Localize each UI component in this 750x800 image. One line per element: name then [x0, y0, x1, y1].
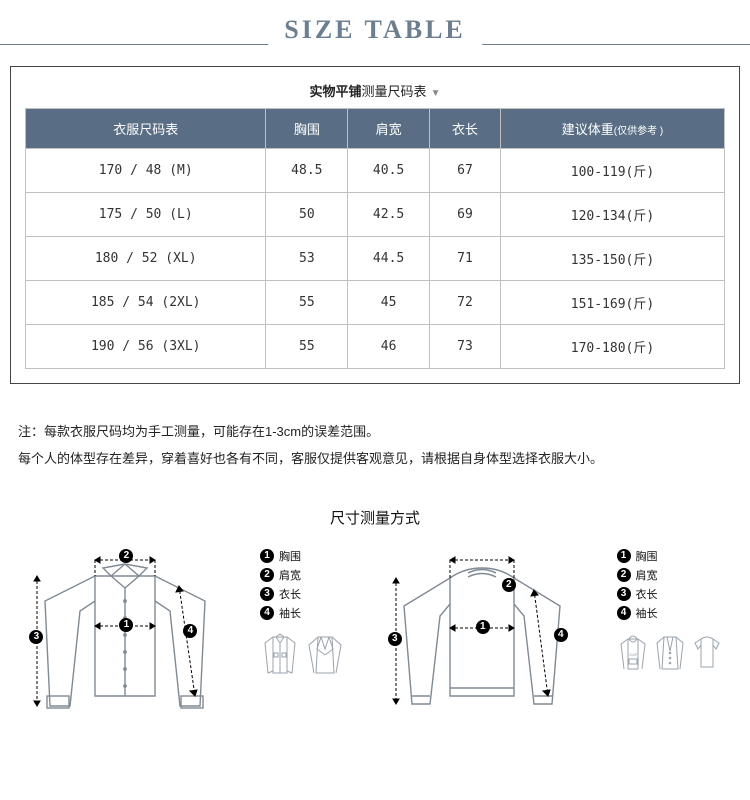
- legend-item: 1 胸围: [260, 548, 347, 564]
- page-title: SIZE TABLE: [268, 15, 482, 45]
- badge-3-icon: 3: [388, 632, 402, 646]
- legend-label: 袖长: [636, 605, 658, 621]
- table-cell: 53: [266, 237, 348, 281]
- table-cell: 42.5: [348, 193, 430, 237]
- legend-item: 4 袖长: [260, 605, 347, 621]
- table-row: 190 / 56 (3XL)554673170-180(斤): [26, 325, 725, 369]
- legend-item: 3 衣长: [617, 586, 725, 602]
- table-cell: 71: [429, 237, 500, 281]
- table-cell: 67: [429, 149, 500, 193]
- table-cell: 120-134(斤): [500, 193, 724, 237]
- subtitle-rest: 测量尺码表: [362, 84, 427, 99]
- sweatshirt-diagram: 1 2 3 4: [382, 546, 582, 716]
- col-header: 胸围: [266, 109, 348, 149]
- subtitle-bold: 实物平铺: [310, 84, 362, 99]
- legend-item: 1 胸围: [617, 548, 725, 564]
- size-table-header-row: 衣服尺码表胸围肩宽衣长建议体重(仅供参考 ): [26, 109, 725, 149]
- note-line-2: 每个人的体型存在差异，穿着喜好也各有不同，客服仅提供客观意见，请根据自身体型选择…: [18, 445, 750, 472]
- thumbs-left: [260, 631, 347, 680]
- table-cell: 45: [348, 281, 430, 325]
- legend-item: 4 袖长: [617, 605, 725, 621]
- legend-item: 3 衣长: [260, 586, 347, 602]
- table-cell: 190 / 56 (3XL): [26, 325, 266, 369]
- note-line-1: 注：每款衣服尺码均为手工测量，可能存在1-3cm的误差范围。: [18, 418, 750, 445]
- content-box: 实物平铺测量尺码表 ▼ 衣服尺码表胸围肩宽衣长建议体重(仅供参考 ) 170 / …: [10, 66, 740, 384]
- legend-label: 肩宽: [279, 567, 301, 583]
- col-header: 衣长: [429, 109, 500, 149]
- dropdown-triangle-icon: ▼: [431, 88, 441, 99]
- col-header: 肩宽: [348, 109, 430, 149]
- table-cell: 170 / 48 (M): [26, 149, 266, 193]
- legend-badge-icon: 1: [260, 549, 274, 563]
- notes: 注：每款衣服尺码均为手工测量，可能存在1-3cm的误差范围。 每个人的体型存在差…: [18, 418, 750, 473]
- badge-2-icon: 2: [119, 549, 133, 563]
- table-cell: 40.5: [348, 149, 430, 193]
- legend-label: 肩宽: [636, 567, 658, 583]
- table-cell: 72: [429, 281, 500, 325]
- table-row: 180 / 52 (XL)5344.571135-150(斤): [26, 237, 725, 281]
- table-row: 185 / 54 (2XL)554572151-169(斤): [26, 281, 725, 325]
- table-row: 175 / 50 (L)5042.569120-134(斤): [26, 193, 725, 237]
- legend-badge-icon: 3: [260, 587, 274, 601]
- title-bar: SIZE TABLE: [0, 0, 750, 48]
- legend-badge-icon: 2: [260, 568, 274, 582]
- legend-item: 2 肩宽: [260, 567, 347, 583]
- svg-text:GAP: GAP: [629, 652, 638, 657]
- legend-badge-icon: 1: [617, 549, 631, 563]
- hoodie-thumb-icon: GAP: [617, 631, 649, 673]
- table-cell: 50: [266, 193, 348, 237]
- jacket-thumb-icon: [260, 631, 300, 677]
- legend-badge-icon: 4: [260, 606, 274, 620]
- table-cell: 175 / 50 (L): [26, 193, 266, 237]
- subtitle: 实物平铺测量尺码表 ▼: [25, 81, 725, 100]
- thumbs-right: GAP: [617, 631, 725, 676]
- legend-left: 1 胸围 2 肩宽 3 衣长 4 袖长: [260, 548, 347, 680]
- legend-label: 胸围: [636, 548, 658, 564]
- table-cell: 55: [266, 281, 348, 325]
- badge-2-icon: 2: [502, 578, 516, 592]
- size-table: 衣服尺码表胸围肩宽衣长建议体重(仅供参考 ) 170 / 48 (M)48.54…: [25, 108, 725, 369]
- col-header: 衣服尺码表: [26, 109, 266, 149]
- legend-label: 袖长: [279, 605, 301, 621]
- badge-3-icon: 3: [29, 630, 43, 644]
- col-header: 建议体重(仅供参考 ): [500, 109, 724, 149]
- table-cell: 69: [429, 193, 500, 237]
- size-table-body: 170 / 48 (M)48.540.567100-119(斤)175 / 50…: [26, 149, 725, 369]
- legend-label: 衣长: [636, 586, 658, 602]
- table-cell: 55: [266, 325, 348, 369]
- table-row: 170 / 48 (M)48.540.567100-119(斤): [26, 149, 725, 193]
- table-cell: 73: [429, 325, 500, 369]
- legend-badge-icon: 2: [617, 568, 631, 582]
- table-cell: 48.5: [266, 149, 348, 193]
- table-cell: 185 / 54 (2XL): [26, 281, 266, 325]
- badge-1-icon: 1: [476, 620, 490, 634]
- table-cell: 44.5: [348, 237, 430, 281]
- measure-section-title: 尺寸测量方式: [0, 507, 750, 528]
- tshirt-thumb-icon: [691, 631, 723, 673]
- table-cell: 135-150(斤): [500, 237, 724, 281]
- legend-right: 1 胸围 2 肩宽 3 衣长 4 袖长 GAP: [617, 548, 725, 676]
- diagram-row: 1 2 3 4 1 胸围 2 肩宽 3 衣长 4 袖长: [8, 546, 742, 716]
- legend-badge-icon: 3: [617, 587, 631, 601]
- badge-1-icon: 1: [119, 618, 133, 632]
- table-cell: 46: [348, 325, 430, 369]
- legend-label: 衣长: [279, 586, 301, 602]
- shirt-diagram: 1 2 3 4: [25, 546, 225, 716]
- badge-4-icon: 4: [183, 624, 197, 638]
- blazer-thumb-icon: [305, 631, 345, 677]
- badge-4-icon: 4: [554, 628, 568, 642]
- table-cell: 170-180(斤): [500, 325, 724, 369]
- table-cell: 100-119(斤): [500, 149, 724, 193]
- legend-label: 胸围: [279, 548, 301, 564]
- legend-badge-icon: 4: [617, 606, 631, 620]
- legend-item: 2 肩宽: [617, 567, 725, 583]
- cardigan-thumb-icon: [654, 631, 686, 673]
- table-cell: 151-169(斤): [500, 281, 724, 325]
- table-cell: 180 / 52 (XL): [26, 237, 266, 281]
